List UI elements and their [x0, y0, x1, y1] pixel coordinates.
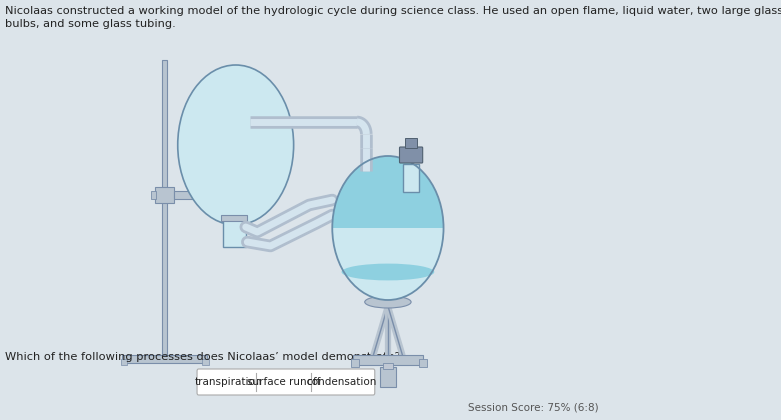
Bar — [151, 191, 156, 199]
Bar — [351, 359, 358, 367]
Bar — [405, 138, 417, 148]
Text: transpiration: transpiration — [194, 377, 262, 387]
Bar — [403, 164, 419, 192]
Bar — [223, 217, 246, 247]
Ellipse shape — [341, 264, 434, 281]
Bar — [380, 367, 396, 387]
Bar — [353, 355, 423, 365]
Bar — [383, 363, 393, 369]
Bar — [120, 359, 127, 365]
Bar — [122, 355, 207, 363]
Bar — [221, 215, 248, 221]
FancyBboxPatch shape — [197, 369, 375, 395]
Text: Session Score: 75% (6:8): Session Score: 75% (6:8) — [469, 402, 599, 412]
Text: Which of the following processes does Nicolaas’ model demonstrate?: Which of the following processes does Ni… — [5, 352, 400, 362]
Wedge shape — [343, 157, 433, 228]
Bar — [174, 191, 215, 199]
Text: Nicolaas constructed a working model of the hydrologic cycle during science clas: Nicolaas constructed a working model of … — [5, 6, 781, 29]
Wedge shape — [332, 228, 444, 300]
FancyBboxPatch shape — [400, 147, 423, 163]
Bar — [419, 359, 426, 367]
Text: surface runoff: surface runoff — [247, 377, 320, 387]
Wedge shape — [332, 156, 444, 228]
Ellipse shape — [178, 65, 294, 225]
Text: condensation: condensation — [306, 377, 376, 387]
Bar — [162, 60, 167, 360]
Bar — [202, 359, 209, 365]
Bar — [155, 187, 174, 203]
Ellipse shape — [365, 296, 411, 308]
